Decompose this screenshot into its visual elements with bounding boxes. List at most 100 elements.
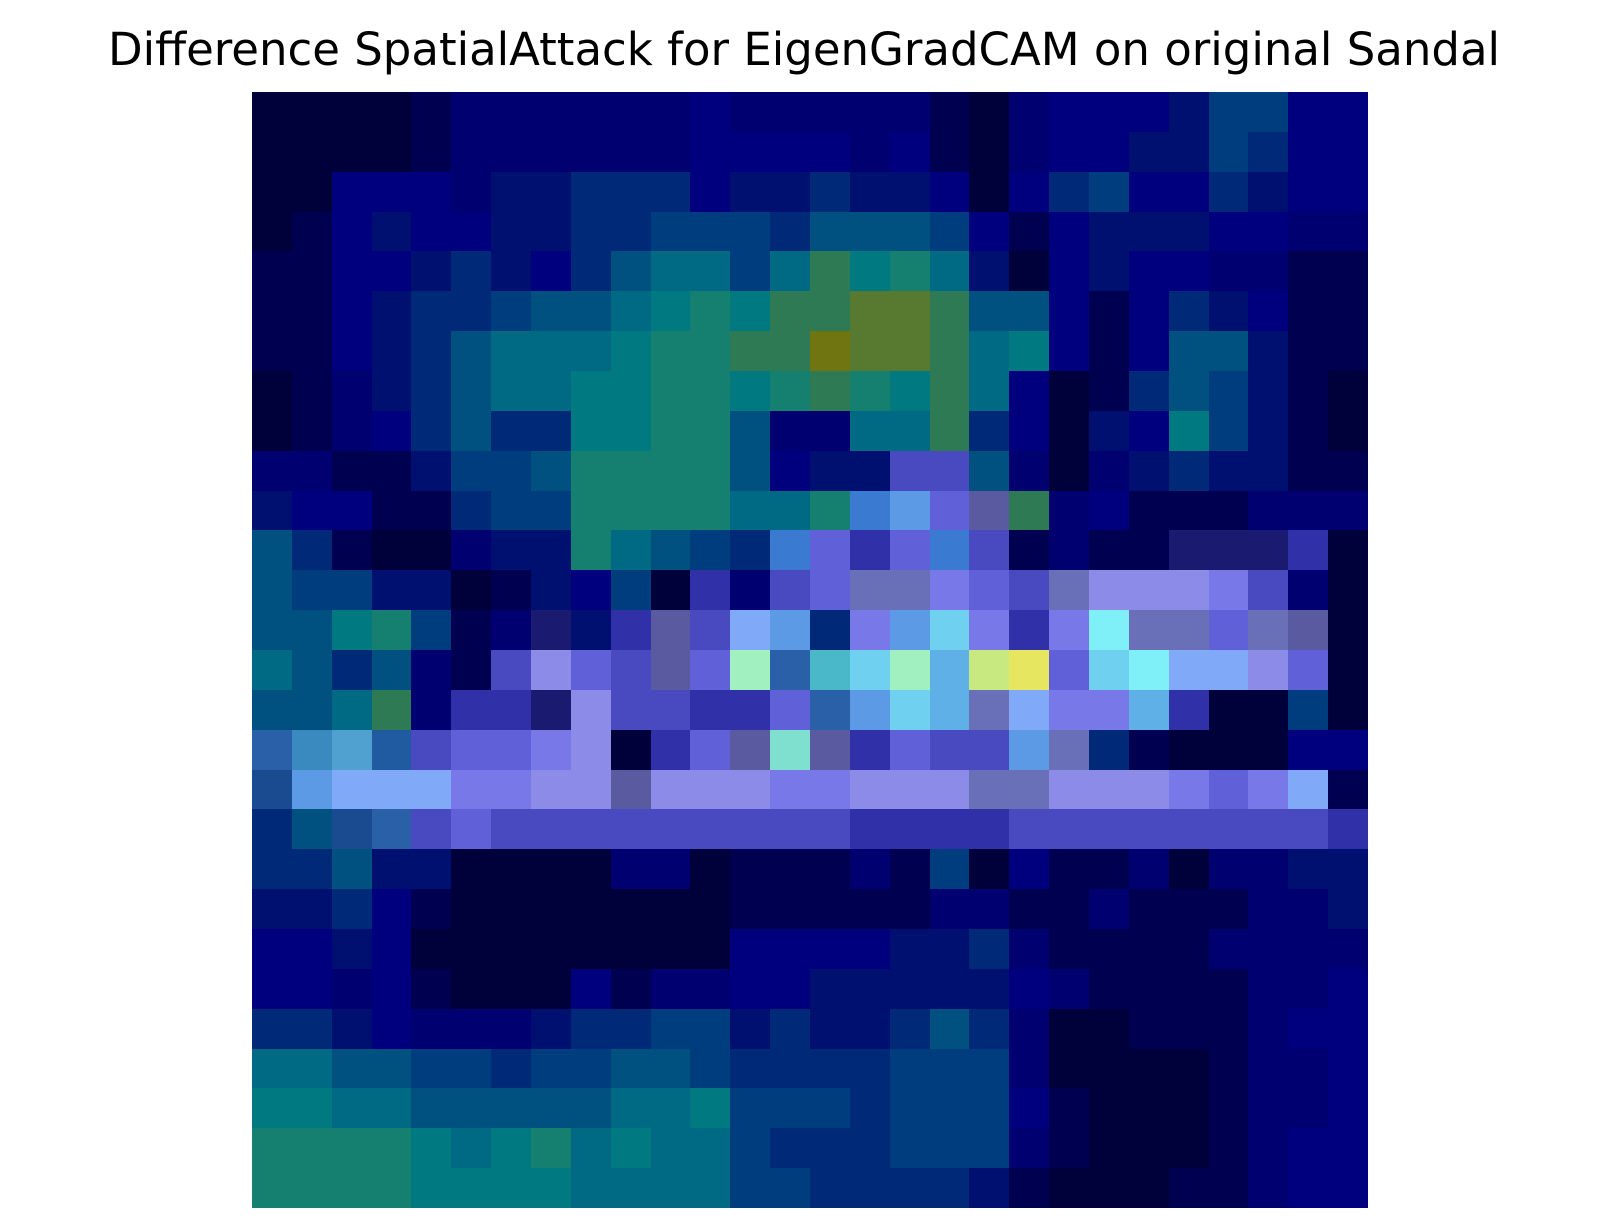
heatmap-cell — [570, 809, 611, 850]
heatmap-cell — [929, 889, 970, 929]
heatmap-cell — [331, 849, 372, 890]
heatmap-cell — [770, 809, 810, 850]
heatmap-cell — [411, 530, 452, 571]
heatmap-cell — [610, 769, 651, 810]
heatmap-cell — [1248, 968, 1289, 1009]
heatmap-cell — [531, 171, 571, 212]
heatmap-cell — [730, 410, 771, 451]
heatmap-cell — [1328, 650, 1368, 690]
heatmap-cell — [929, 1008, 970, 1049]
heatmap-cell — [810, 211, 850, 252]
heatmap-cell — [1128, 331, 1169, 371]
heatmap-cell — [690, 371, 731, 411]
heatmap-cell — [889, 1048, 930, 1089]
heatmap-cell — [770, 410, 810, 451]
heatmap-cell — [889, 1168, 930, 1208]
heatmap-cell — [531, 1128, 571, 1169]
heatmap-cell — [252, 929, 292, 969]
heatmap-cell — [291, 1008, 332, 1049]
heatmap-cell — [1128, 570, 1169, 611]
heatmap-cell — [610, 929, 651, 969]
heatmap-cell — [411, 1168, 452, 1208]
heatmap-cell — [810, 1128, 850, 1169]
heatmap-cell — [610, 1048, 651, 1089]
heatmap-cell — [491, 650, 531, 690]
heatmap-cell — [1168, 211, 1209, 252]
heatmap-cell — [810, 251, 850, 292]
heatmap-cell — [690, 530, 731, 571]
heatmap-cell — [291, 889, 332, 929]
heatmap-cell — [491, 1008, 531, 1049]
heatmap-cell — [1248, 1088, 1289, 1129]
heatmap-cell — [291, 1048, 332, 1089]
heatmap-cell — [1049, 689, 1089, 730]
heatmap-cell — [531, 769, 571, 810]
heatmap-cell — [730, 450, 771, 491]
heatmap-cell — [730, 490, 771, 531]
heatmap-cell — [690, 450, 731, 491]
heatmap-cell — [770, 729, 810, 770]
heatmap-cell — [730, 530, 771, 571]
heatmap-cell — [291, 490, 332, 531]
heatmap-cell — [1128, 211, 1169, 252]
heatmap-cell — [531, 889, 571, 929]
heatmap-cell — [491, 1168, 531, 1208]
heatmap-cell — [929, 1088, 970, 1129]
heatmap-cell — [570, 570, 611, 611]
heatmap-cell — [291, 570, 332, 611]
heatmap-cell — [889, 490, 930, 531]
heatmap-cell — [491, 570, 531, 611]
heatmap-cell — [770, 929, 810, 969]
heatmap-cell — [371, 92, 412, 132]
heatmap-cell — [291, 729, 332, 770]
heatmap-cell — [1049, 849, 1089, 890]
heatmap-cell — [1208, 450, 1249, 491]
heatmap-cell — [1128, 809, 1169, 850]
heatmap-cell — [570, 171, 611, 212]
heatmap-cell — [969, 1088, 1010, 1129]
heatmap-cell — [451, 610, 492, 650]
heatmap-cell — [1168, 650, 1209, 690]
heatmap-cell — [730, 889, 771, 929]
heatmap-cell — [810, 92, 850, 132]
heatmap-cell — [889, 1128, 930, 1169]
heatmap-cell — [1328, 1088, 1368, 1129]
heatmap-cell — [1328, 729, 1368, 770]
heatmap-cell — [331, 291, 372, 332]
heatmap-cell — [1168, 371, 1209, 411]
heatmap-cell — [1328, 1128, 1368, 1169]
heatmap-cell — [1009, 530, 1050, 571]
heatmap-cell — [929, 92, 970, 132]
heatmap-cell — [491, 1128, 531, 1169]
heatmap-cell — [570, 1128, 611, 1169]
heatmap-cell — [411, 131, 452, 172]
heatmap-cell — [690, 1168, 731, 1208]
heatmap-cell — [1128, 889, 1169, 929]
heatmap-cell — [411, 371, 452, 411]
heatmap-cell — [889, 570, 930, 611]
heatmap-cell — [411, 968, 452, 1009]
heatmap-cell — [1089, 929, 1129, 969]
heatmap-cell — [849, 769, 890, 810]
heatmap-cell — [929, 769, 970, 810]
heatmap-cell — [889, 689, 930, 730]
heatmap-cell — [1009, 1168, 1050, 1208]
heatmap-cell — [730, 929, 771, 969]
heatmap-cell — [690, 889, 731, 929]
heatmap-cell — [491, 929, 531, 969]
heatmap-cell — [1009, 769, 1050, 810]
heatmap-cell — [451, 131, 492, 172]
heatmap-cell — [969, 610, 1010, 650]
heatmap-cell — [1128, 530, 1169, 571]
heatmap-cell — [929, 211, 970, 252]
heatmap-cell — [610, 371, 651, 411]
heatmap-cell — [1049, 291, 1089, 332]
heatmap-cell — [1128, 371, 1169, 411]
heatmap-cell — [1009, 689, 1050, 730]
heatmap-cell — [810, 1168, 850, 1208]
heatmap-cell — [531, 410, 571, 451]
heatmap-cell — [331, 809, 372, 850]
heatmap-cell — [969, 729, 1010, 770]
heatmap-cell — [849, 211, 890, 252]
heatmap-cell — [1128, 1128, 1169, 1169]
